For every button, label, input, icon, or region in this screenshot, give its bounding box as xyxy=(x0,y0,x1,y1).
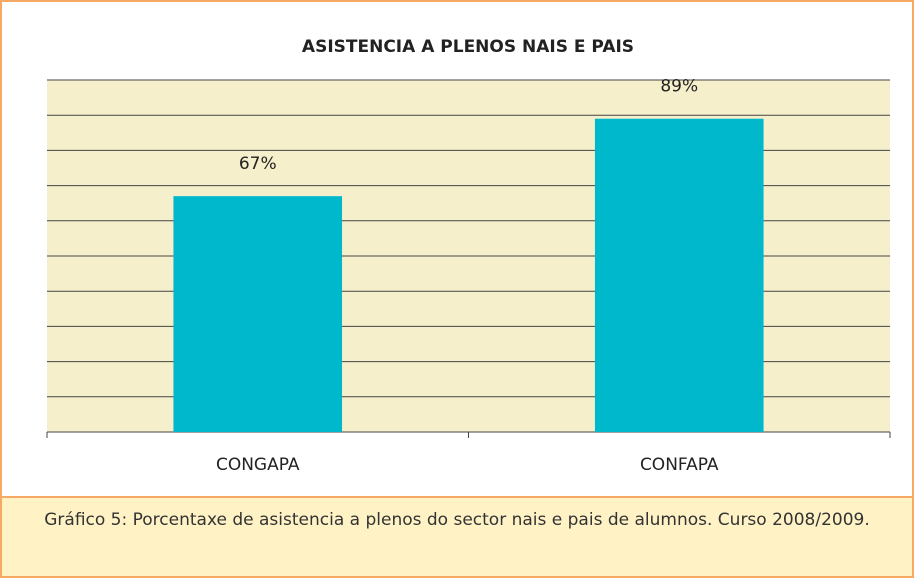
x-tick-label: CONFAPA xyxy=(640,455,719,475)
data-label: 67% xyxy=(239,154,277,174)
chart-title: ASISTENCIA A PLENOS NAIS E PAIS xyxy=(302,37,634,57)
chart: ASISTENCIA A PLENOS NAIS E PAIS CONGAPA 6… xyxy=(46,37,891,475)
caption: Gráfico 5: Porcentaxe de asistencia a pl… xyxy=(2,496,912,576)
data-label: 89% xyxy=(660,77,698,97)
x-tick-label: CONGAPA xyxy=(216,455,300,475)
bar xyxy=(594,118,764,432)
bar xyxy=(173,196,343,432)
